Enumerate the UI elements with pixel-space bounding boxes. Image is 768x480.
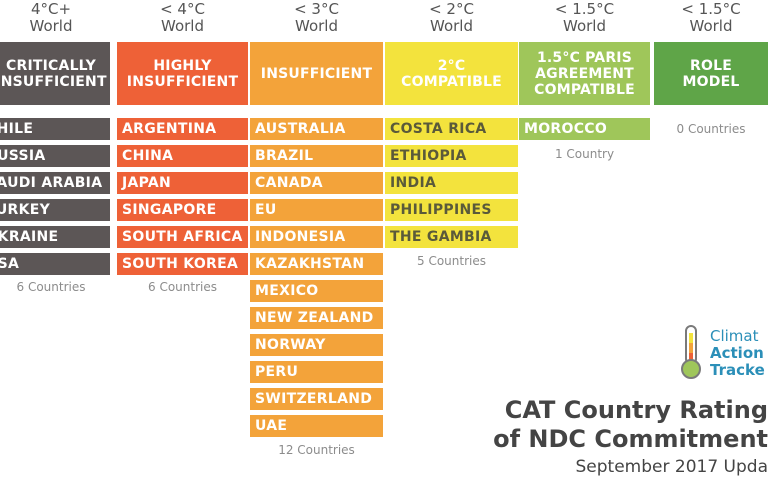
country-bar: JAPAN: [117, 172, 248, 194]
logo-text-line3: Tracke: [710, 361, 765, 379]
country-bar: EU: [250, 199, 383, 221]
category-label: INSUFFICIENT: [260, 65, 373, 82]
category-header-1: < 4°C World: [117, 0, 248, 40]
country-count: 6 Countries: [148, 280, 217, 294]
country-bar: NEW ZEALAND: [250, 307, 383, 329]
category-label: HIGHLY INSUFFICIENT: [126, 57, 239, 90]
country-bar: SOUTH AFRICA: [117, 226, 248, 248]
country-bar: ARGENTINA: [117, 118, 248, 140]
country-bar: MOROCCO: [519, 118, 650, 140]
category-world: World: [430, 17, 473, 35]
category-world: World: [563, 17, 606, 35]
country-bar: USA: [0, 253, 110, 275]
thermometer-icon: [681, 325, 701, 379]
category-label-box-4: 1.5°C PARIS AGREEMENT COMPATIBLE: [519, 42, 650, 105]
category-temp: < 4°C: [160, 0, 205, 18]
country-bar: UKRAINE: [0, 226, 110, 248]
country-bar: TURKEY: [0, 199, 110, 221]
category-temp: < 3°C: [294, 0, 339, 18]
country-bar: BRAZIL: [250, 145, 383, 167]
country-count: 6 Countries: [16, 280, 86, 294]
category-label-box-3: 2°C COMPATIBLE: [385, 42, 518, 105]
subtitle: September 2017 Upda: [575, 457, 768, 477]
category-world: World: [161, 17, 204, 35]
country-bar: COSTA RICA: [385, 118, 518, 140]
category-world: World: [29, 17, 73, 35]
country-count: 0 Countries: [676, 122, 746, 136]
country-bar: NORWAY: [250, 334, 383, 356]
category-label: 1.5°C PARIS AGREEMENT COMPATIBLE: [534, 49, 635, 98]
category-temp: 4°C+: [30, 0, 72, 18]
country-bar: SAUDI ARABIA: [0, 172, 110, 194]
category-header-4: < 1.5°C World: [519, 0, 650, 40]
country-count: 5 Countries: [417, 254, 486, 268]
category-world: World: [689, 17, 733, 35]
title-line2: of NDC Commitment: [493, 425, 768, 453]
country-bar: CHILE: [0, 118, 110, 140]
category-temp: < 1.5°C: [554, 0, 615, 18]
country-bar: PERU: [250, 361, 383, 383]
country-count: 1 Country: [554, 147, 615, 161]
country-bar: ETHIOPIA: [385, 145, 518, 167]
country-bar: MEXICO: [250, 280, 383, 302]
category-label: ROLE MODEL: [682, 57, 740, 90]
country-bar: INDIA: [385, 172, 518, 194]
country-bar: SWITZERLAND: [250, 388, 383, 410]
category-label: 2°C COMPATIBLE: [401, 57, 502, 90]
title-line1: CAT Country Rating: [504, 396, 768, 424]
country-bar: UAE: [250, 415, 383, 437]
country-count: 12 Countries: [278, 443, 355, 457]
country-bar: SOUTH KOREA: [117, 253, 248, 275]
category-header-2: < 3°C World: [250, 0, 383, 40]
category-label-box-2: INSUFFICIENT: [250, 42, 383, 105]
logo-text-line2: Action: [710, 344, 764, 362]
climate-action-tracker-logo: [680, 325, 768, 380]
category-header-3: < 2°C World: [385, 0, 518, 40]
category-temp: < 2°C: [429, 0, 474, 18]
category-header-5: < 1.5°C World: [654, 0, 768, 40]
category-world: World: [295, 17, 338, 35]
category-label-box-5: ROLE MODEL: [654, 42, 768, 105]
country-bar: CANADA: [250, 172, 383, 194]
country-bar: KAZAKHSTAN: [250, 253, 383, 275]
country-bar: THE GAMBIA: [385, 226, 518, 248]
logo-text-line1: Climat: [710, 327, 759, 345]
country-bar: CHINA: [117, 145, 248, 167]
category-label-box-1: HIGHLY INSUFFICIENT: [117, 42, 248, 105]
country-bar: RUSSIA: [0, 145, 110, 167]
category-label-box-0: CRITICALLY INSUFFICIENT: [0, 42, 110, 105]
country-bar: AUSTRALIA: [250, 118, 383, 140]
country-bar: PHILIPPINES: [385, 199, 518, 221]
category-header-0: 4°C+ World: [0, 0, 110, 40]
country-bar: SINGAPORE: [117, 199, 248, 221]
category-temp: < 1.5°C: [681, 0, 741, 18]
category-label: CRITICALLY INSUFFICIENT: [0, 57, 107, 90]
country-bar: INDONESIA: [250, 226, 383, 248]
